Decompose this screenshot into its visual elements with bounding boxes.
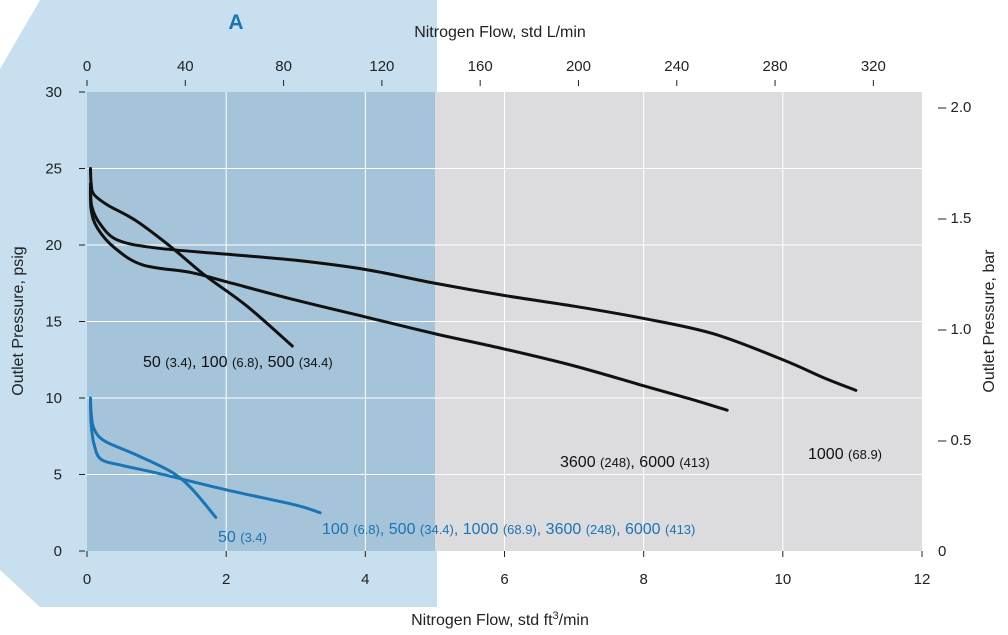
black-curve-label-50-100-500: 50 (3.4), 100 (6.8), 500 (34.4) [143,354,333,371]
axes: 0 2 4 6 8 10 120 40 80 120 160 200 240 280 32005101520… [45,58,971,588]
x-top-axis-label: Nitrogen Flow, std L/min [414,24,586,41]
y-right-tick-label: – 1.0 [938,321,971,338]
x-bottom-tick-label: 12 [914,571,931,588]
x-top-tick-label: 120 [369,58,394,75]
y-left-tick-label: 20 [45,237,62,254]
grid-lines [87,92,922,551]
x-bottom-tick-label: 10 [774,571,791,588]
y-right-tick-label: – 0.5 [938,432,971,449]
series-line-2 [88,182,858,392]
black-curve-label-1000: 1000 (68.9) [808,446,882,463]
x-top-tick-label: 80 [275,58,292,75]
blue-curve-label-50: 50 (3.4) [218,529,267,546]
x-bottom-tick-label: 2 [222,571,230,588]
x-top-tick-label: 200 [566,58,591,75]
y-left-tick-label: 25 [45,161,62,178]
y-right-axis-label: Outlet Pressure, bar [981,249,998,393]
y-left-tick-label: 10 [45,390,62,407]
black-curve-label-3600-6000: 3600 (248), 6000 (413) [560,454,710,471]
x-top-tick-label: 280 [763,58,788,75]
y-right-tick-label: – 1.5 [938,210,971,227]
x-bottom-axis-label: Nitrogen Flow, std ft3/min [411,610,589,629]
x-bottom-tick-label: 6 [500,571,508,588]
series-line-3 [88,182,729,412]
x-bottom-tick-label: 0 [83,571,91,588]
y-left-tick-label: 0 [54,543,62,560]
x-bottom-tick-label: 8 [639,571,647,588]
region-a-label: A [228,11,243,34]
x-bottom-tick-label: 4 [361,571,369,588]
x-top-tick-label: 0 [83,58,91,75]
x-top-tick-label: 40 [177,58,194,75]
y-left-tick-label: 15 [45,314,62,331]
blue-curve-label-100-to-6000: 100 (6.8), 500 (34.4), 1000 (68.9), 3600… [322,521,695,538]
x-top-tick-label: 320 [861,58,886,75]
y-left-tick-label: 30 [45,84,62,101]
series-group [88,167,858,519]
x-top-tick-label: 240 [664,58,689,75]
series-line-5 [88,399,322,515]
y-right-tick-label: – 2.0 [938,99,971,116]
y-left-axis-label: Outlet Pressure, psig [10,246,27,395]
y-left-tick-label: 5 [54,467,62,484]
x-top-tick-label: 160 [468,58,493,75]
y-right-tick-label: 0 [938,543,946,560]
